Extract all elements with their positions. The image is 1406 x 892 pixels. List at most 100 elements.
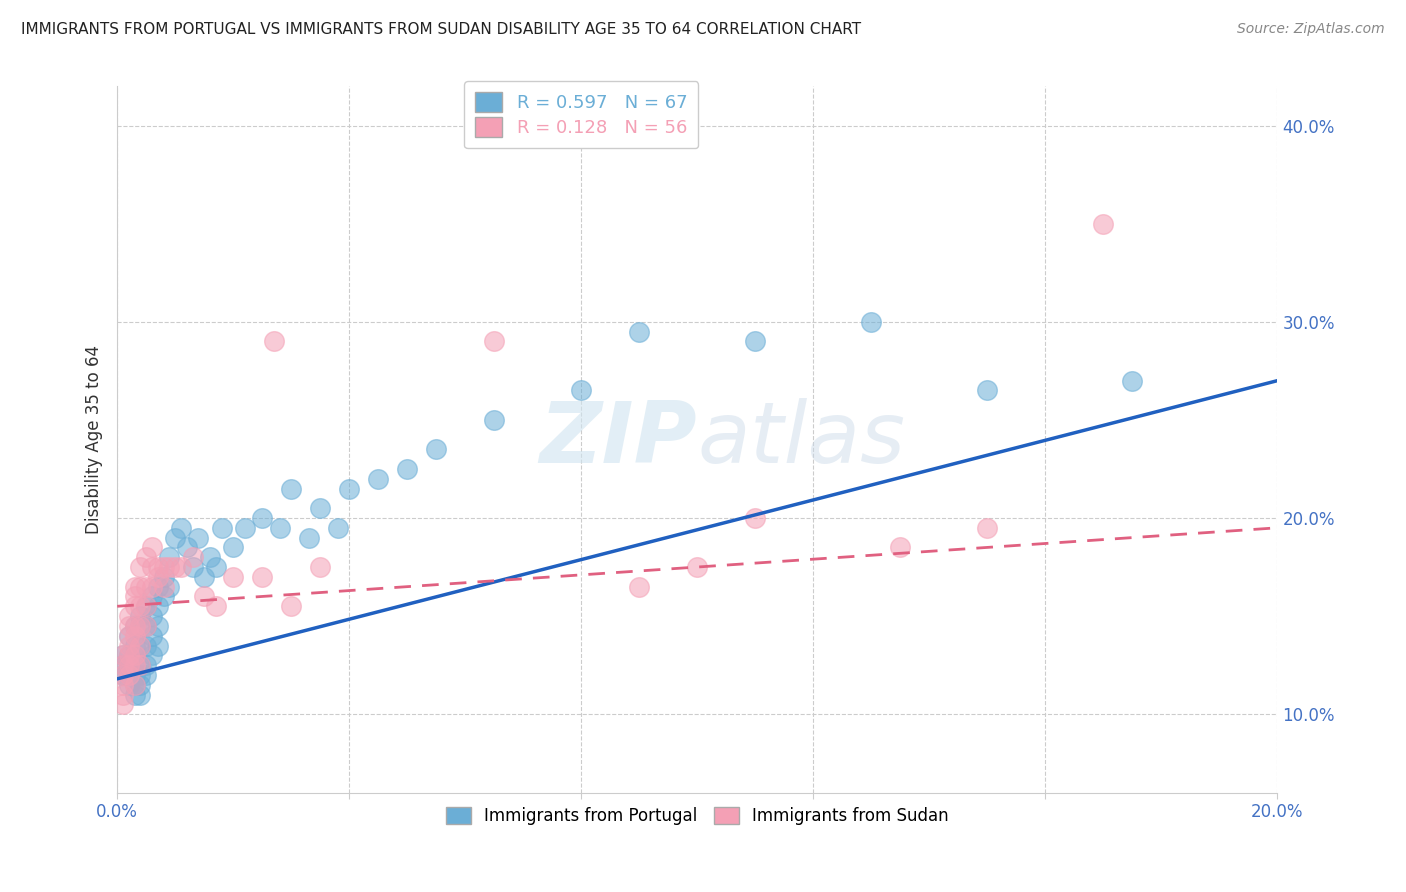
Point: [111, 668, 134, 682]
Point: [280, 482, 302, 496]
Point: [135, 668, 157, 682]
Point: [118, 639, 141, 653]
Point: [141, 560, 163, 574]
Point: [129, 668, 152, 682]
Point: [135, 619, 157, 633]
Point: [686, 560, 709, 574]
Point: [124, 599, 146, 614]
Point: [111, 658, 134, 673]
Y-axis label: Disability Age 35 to 64: Disability Age 35 to 64: [86, 345, 103, 534]
Text: atlas: atlas: [697, 398, 905, 481]
Point: [135, 599, 157, 614]
Point: [198, 550, 221, 565]
Point: [124, 619, 146, 633]
Point: [889, 541, 911, 555]
Point: [129, 688, 152, 702]
Point: [129, 639, 152, 653]
Point: [118, 629, 141, 643]
Point: [280, 599, 302, 614]
Point: [141, 580, 163, 594]
Point: [1092, 217, 1115, 231]
Point: [135, 619, 157, 633]
Point: [111, 678, 134, 692]
Text: Source: ZipAtlas.com: Source: ZipAtlas.com: [1237, 22, 1385, 37]
Point: [129, 658, 152, 673]
Point: [111, 648, 134, 663]
Point: [628, 325, 651, 339]
Point: [165, 531, 187, 545]
Point: [124, 668, 146, 682]
Point: [157, 580, 180, 594]
Point: [129, 658, 152, 673]
Point: [118, 658, 141, 673]
Point: [118, 658, 141, 673]
Point: [118, 678, 141, 692]
Point: [118, 619, 141, 633]
Point: [124, 590, 146, 604]
Point: [170, 560, 193, 574]
Point: [129, 678, 152, 692]
Text: IMMIGRANTS FROM PORTUGAL VS IMMIGRANTS FROM SUDAN DISABILITY AGE 35 TO 64 CORREL: IMMIGRANTS FROM PORTUGAL VS IMMIGRANTS F…: [21, 22, 862, 37]
Point: [367, 472, 389, 486]
Point: [269, 521, 291, 535]
Point: [425, 442, 447, 457]
Point: [309, 501, 332, 516]
Point: [337, 482, 360, 496]
Point: [744, 334, 766, 349]
Point: [628, 580, 651, 594]
Point: [176, 541, 198, 555]
Point: [118, 648, 141, 663]
Point: [124, 648, 146, 663]
Point: [146, 580, 169, 594]
Point: [1121, 374, 1143, 388]
Point: [141, 590, 163, 604]
Point: [124, 639, 146, 653]
Point: [193, 590, 215, 604]
Point: [309, 560, 332, 574]
Point: [976, 384, 998, 398]
Point: [193, 570, 215, 584]
Point: [118, 609, 141, 624]
Point: [152, 590, 174, 604]
Point: [146, 560, 169, 574]
Point: [165, 560, 187, 574]
Point: [124, 648, 146, 663]
Point: [129, 619, 152, 633]
Point: [135, 658, 157, 673]
Point: [233, 521, 256, 535]
Point: [124, 658, 146, 673]
Point: [135, 580, 157, 594]
Point: [124, 688, 146, 702]
Point: [146, 639, 169, 653]
Point: [124, 678, 146, 692]
Point: [141, 541, 163, 555]
Point: [129, 580, 152, 594]
Point: [860, 315, 883, 329]
Point: [146, 619, 169, 633]
Point: [484, 413, 506, 427]
Point: [222, 541, 245, 555]
Point: [129, 639, 152, 653]
Point: [181, 550, 204, 565]
Point: [118, 668, 141, 682]
Point: [124, 580, 146, 594]
Point: [135, 599, 157, 614]
Point: [484, 334, 506, 349]
Point: [141, 629, 163, 643]
Point: [744, 511, 766, 525]
Point: [146, 570, 169, 584]
Point: [111, 658, 134, 673]
Point: [111, 688, 134, 702]
Point: [976, 521, 998, 535]
Point: [204, 599, 226, 614]
Point: [129, 599, 152, 614]
Point: [222, 570, 245, 584]
Point: [298, 531, 321, 545]
Legend: Immigrants from Portugal, Immigrants from Sudan: Immigrants from Portugal, Immigrants fro…: [437, 799, 957, 834]
Point: [152, 560, 174, 574]
Point: [152, 570, 174, 584]
Point: [326, 521, 349, 535]
Point: [250, 570, 273, 584]
Point: [170, 521, 193, 535]
Point: [135, 550, 157, 565]
